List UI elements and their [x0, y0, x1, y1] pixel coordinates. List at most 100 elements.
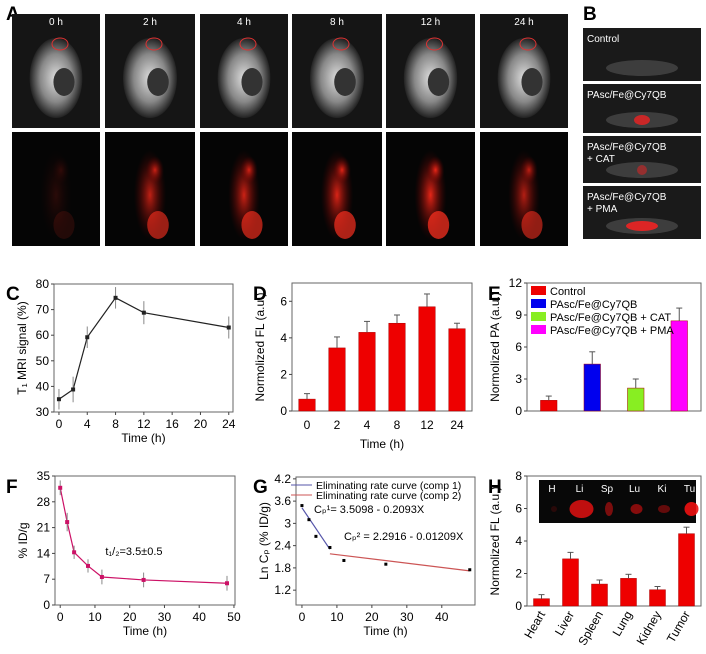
- bar: [620, 578, 637, 607]
- x-axis-title: Time (h): [123, 624, 167, 638]
- group-label: PAsc/Fe@Cy7QB: [587, 192, 667, 203]
- y-axis-title: Ln Cₚ (% ID/g): [257, 502, 271, 580]
- mri-image-0: 0 h: [12, 14, 100, 128]
- legend-label: Control: [550, 286, 585, 298]
- pa-image-3: PAsc/Fe@Cy7QB+ PMA: [583, 186, 701, 239]
- data-point: [58, 485, 63, 490]
- x-tick-label: 12: [420, 418, 434, 432]
- pa-image-1: PAsc/Fe@Cy7QB: [583, 84, 701, 133]
- data-point: [300, 504, 304, 508]
- data-point: [71, 387, 76, 392]
- timepoint-label: 24 h: [514, 17, 533, 28]
- legend-label: Eliminating rate curve (comp 2): [316, 490, 461, 502]
- fit-line: [329, 553, 470, 572]
- data-point: [85, 335, 90, 340]
- data-point: [307, 518, 311, 522]
- bar: [533, 598, 550, 607]
- x-axis-title: Time (h): [363, 624, 407, 638]
- x-tick-label: 24: [222, 417, 236, 431]
- bar: [540, 400, 558, 412]
- x-tick-label: 50: [227, 610, 241, 624]
- x-tick-label: 24: [450, 418, 464, 432]
- x-tick-label: 8: [394, 418, 401, 432]
- x-tick-label: 8: [112, 417, 119, 431]
- panel-label-B: B: [583, 4, 597, 25]
- data-point: [56, 397, 61, 402]
- x-tick-label: 0: [56, 417, 63, 431]
- y-axis-title: T₁ MRI signal (%): [15, 301, 29, 394]
- bar: [418, 306, 436, 412]
- panel-label-F: F: [6, 477, 18, 498]
- organ-spot: [630, 504, 643, 514]
- pa-image-2: PAsc/Fe@Cy7QB+ CAT: [583, 136, 701, 183]
- x-tick-label: Heart: [521, 608, 548, 641]
- timepoint-label: 12 h: [421, 17, 440, 28]
- bar: [583, 363, 601, 412]
- group-label: Control: [587, 34, 619, 45]
- bar: [358, 332, 376, 412]
- y-axis-title: Normolized FL (a.u.): [488, 487, 502, 596]
- y-tick-label: 0: [280, 404, 287, 418]
- legend-swatch: [531, 299, 546, 308]
- mri-image-1: 2 h: [105, 14, 195, 128]
- x-tick-label: Spleen: [575, 609, 606, 648]
- y-tick-label: 2: [280, 367, 287, 381]
- y-tick-label: 1.8: [274, 561, 291, 575]
- panel-label-G: G: [253, 477, 268, 498]
- plot-frame: [54, 475, 236, 606]
- y-tick-label: 50: [36, 354, 50, 368]
- y-tick-label: 0: [515, 599, 522, 613]
- inset-label: Tu: [684, 484, 695, 495]
- inset-label: H: [548, 484, 555, 495]
- x-tick-label: 20: [365, 610, 379, 624]
- mri-image-3: 8 h: [292, 14, 382, 128]
- bar: [298, 398, 316, 412]
- y-tick-label: 3: [515, 372, 522, 386]
- y-tick-label: 3: [284, 516, 291, 530]
- data-point: [226, 325, 231, 330]
- legend-swatch: [531, 312, 546, 321]
- legend-label: PAsc/Fe@Cy7QB: [550, 299, 637, 311]
- data-point: [328, 545, 332, 549]
- organ-spot: [605, 502, 613, 516]
- panel-label-E: E: [488, 284, 501, 305]
- x-tick-label: Kidney: [634, 609, 664, 648]
- series-line: [58, 297, 229, 400]
- y-axis-title: % ID/g: [16, 522, 30, 558]
- organ-spot: [684, 502, 699, 516]
- organ-spot: [658, 505, 670, 513]
- x-tick-label: 30: [158, 610, 172, 624]
- data-point: [342, 558, 346, 562]
- data-point: [141, 577, 146, 582]
- inset-label: Li: [576, 484, 584, 495]
- bar: [328, 347, 346, 412]
- bar: [591, 583, 608, 607]
- panel-label-D: D: [253, 284, 267, 305]
- y-tick-label: 7: [43, 572, 50, 586]
- y-tick-label: 21: [37, 521, 51, 535]
- bar: [388, 322, 406, 412]
- y-tick-label: 4.2: [274, 472, 291, 486]
- timepoint-label: 4 h: [237, 17, 251, 28]
- legend-label: PAsc/Fe@Cy7QB + PMA: [550, 325, 674, 337]
- y-tick-label: 12: [509, 276, 523, 290]
- organ-spot: [551, 506, 557, 512]
- x-tick-label: Lung: [610, 609, 635, 639]
- inset-label: Ki: [658, 484, 667, 495]
- chart-F: 0 7 14 21 28 35 % ID/g Time (h) 0 10 20 30 40 50 t₁/₂=…: [16, 469, 241, 638]
- legend-label: PAsc/Fe@Cy7QB + CAT: [550, 312, 671, 324]
- fluorescence-image-1: [105, 132, 195, 246]
- y-tick-label: 0: [515, 404, 522, 418]
- data-point: [113, 295, 118, 300]
- y-tick-label: 60: [36, 328, 50, 342]
- bar: [627, 387, 645, 412]
- data-point: [65, 520, 70, 525]
- x-tick-label: 0: [299, 610, 306, 624]
- x-tick-label: 10: [88, 610, 102, 624]
- x-tick-label: 16: [165, 417, 179, 431]
- bar: [678, 533, 695, 607]
- equation-2: Cₚ² = 2.2916 - 0.01209X: [344, 531, 464, 543]
- bar: [448, 328, 466, 412]
- data-point: [468, 568, 472, 572]
